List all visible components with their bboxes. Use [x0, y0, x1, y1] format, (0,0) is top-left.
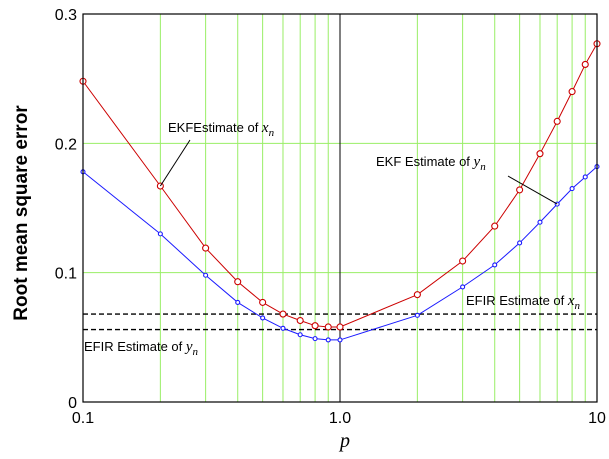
series-0-point	[459, 257, 467, 265]
series-1-point	[460, 284, 466, 290]
leader-ekf-y	[507, 175, 558, 205]
series-0-point	[491, 222, 499, 230]
series-1-point	[582, 174, 588, 180]
series-1-point	[203, 272, 209, 278]
y-tick-label: 0.2	[55, 136, 77, 153]
series-1-point	[537, 219, 543, 225]
series-1-point	[492, 262, 498, 268]
series-1-point	[414, 312, 420, 318]
series-0-point	[581, 60, 589, 68]
x-axis-label: p	[338, 430, 350, 452]
series-0-point	[516, 186, 524, 194]
series-0-point	[553, 117, 561, 125]
series-0-point	[234, 278, 242, 286]
series-1-point	[569, 186, 575, 192]
annotation-efir-y: EFIR Estimate of yn	[84, 339, 199, 358]
annotation-ekf-y: EKF Estimate of yn	[376, 154, 486, 173]
series-1-point	[325, 337, 331, 343]
y-axis-label: Root mean square error	[11, 105, 32, 321]
series-1-point	[260, 315, 266, 321]
annotation-leaders	[159, 139, 558, 205]
series-1-point	[157, 231, 163, 237]
series-0-point	[536, 150, 544, 158]
series-1-point	[337, 337, 343, 343]
series-0-point	[279, 310, 287, 318]
series-1-point	[235, 299, 241, 305]
plot-frame	[82, 13, 598, 403]
leader-ekf-x	[159, 139, 191, 187]
y-tick-label: 0.3	[55, 7, 77, 24]
annotation-efir-x: EFIR Estimate of xn	[466, 293, 581, 312]
x-tick-label: 10	[588, 410, 606, 427]
series-1-point	[517, 240, 523, 246]
series-1-point	[297, 332, 303, 338]
series-0-point	[324, 323, 332, 331]
series-0-point	[296, 316, 304, 325]
annotation-ekf-x: EKFEstimate of xn	[168, 120, 275, 139]
x-tick-label: 1.0	[329, 410, 351, 427]
series-0-point	[259, 298, 267, 306]
series-0-point	[336, 323, 344, 331]
series-0-point	[311, 322, 319, 330]
y-tick-label: 0	[68, 395, 77, 412]
series-0-point	[568, 88, 576, 96]
series-0-point	[413, 291, 421, 299]
y-tick-label: 0.1	[55, 266, 77, 283]
grid-lines	[83, 14, 597, 402]
series-1-point	[280, 325, 286, 331]
x-tick-label: 0.1	[72, 410, 94, 427]
series-1-point	[312, 336, 318, 342]
series-0-point	[202, 244, 210, 252]
